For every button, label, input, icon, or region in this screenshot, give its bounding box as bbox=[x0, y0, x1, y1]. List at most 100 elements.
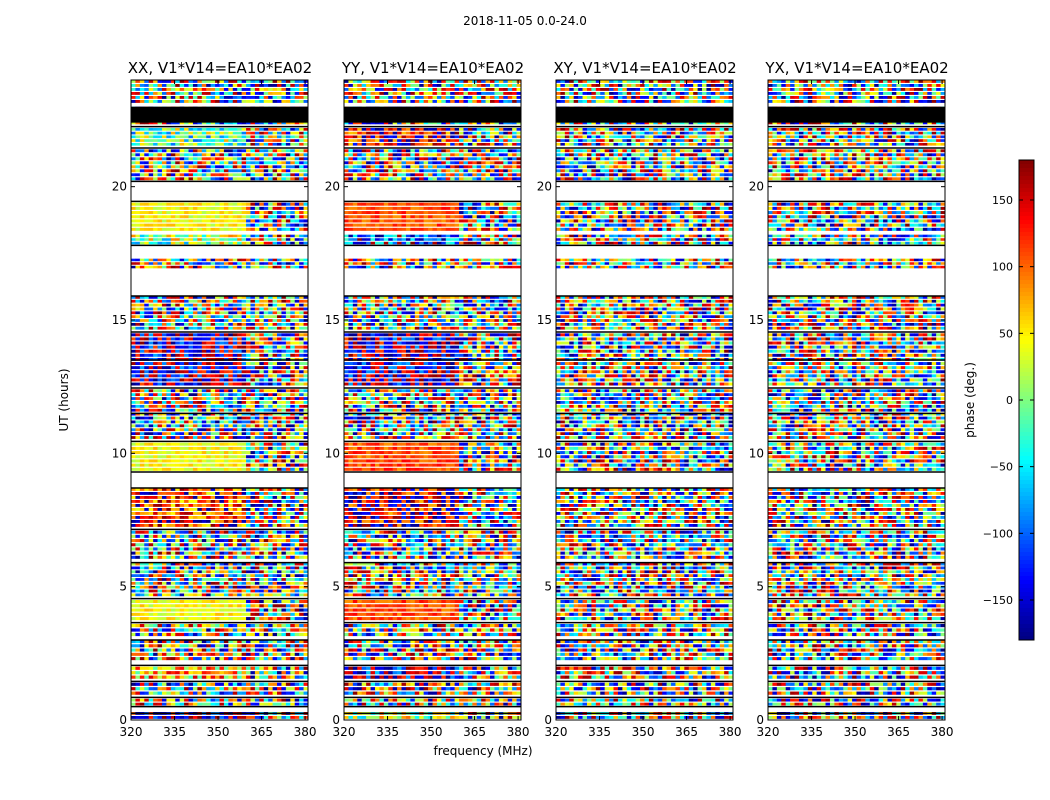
data-block bbox=[131, 442, 308, 471]
colorbar-segment bbox=[1019, 388, 1034, 393]
colorbar-segment bbox=[1019, 412, 1034, 417]
colorbar-segment bbox=[1019, 352, 1034, 357]
data-block bbox=[556, 442, 733, 471]
data-block bbox=[131, 488, 308, 527]
colorbar-segment bbox=[1019, 448, 1034, 453]
colorbar-segment bbox=[1019, 580, 1034, 585]
data-block bbox=[344, 624, 521, 637]
colorbar-segment bbox=[1019, 232, 1034, 237]
y-tick-label: 10 bbox=[325, 446, 340, 460]
data-block bbox=[131, 80, 308, 103]
y-tick-label: 5 bbox=[119, 580, 127, 594]
data-block bbox=[768, 640, 945, 661]
panel-yy: 0 5 10 15 20 320 335 350 365 380 bbox=[325, 79, 530, 739]
colorbar-segment bbox=[1019, 560, 1034, 565]
colorbar-segment bbox=[1019, 484, 1034, 489]
colorbar-segment bbox=[1019, 392, 1034, 397]
colorbar-segment bbox=[1019, 564, 1034, 569]
colorbar-segment bbox=[1019, 540, 1034, 545]
colorbar-segment bbox=[1019, 420, 1034, 425]
colorbar-segment bbox=[1019, 604, 1034, 609]
colorbar-segment bbox=[1019, 256, 1034, 261]
colorbar-segment bbox=[1019, 200, 1034, 205]
colorbar-segment bbox=[1019, 328, 1034, 333]
data-block bbox=[556, 488, 733, 527]
data-block bbox=[344, 530, 521, 559]
colorbar-segment bbox=[1019, 376, 1034, 381]
data-block bbox=[344, 600, 521, 621]
x-tick-label: 380 bbox=[294, 725, 317, 739]
colorbar-segment bbox=[1019, 600, 1034, 605]
data-block bbox=[344, 562, 521, 597]
data-block bbox=[768, 80, 945, 103]
colorbar-segment bbox=[1019, 544, 1034, 549]
panel-title-yy: YY, V1*V14=EA10*EA02 bbox=[342, 59, 524, 77]
colorbar-segment bbox=[1019, 608, 1034, 613]
colorbar-segment bbox=[1019, 364, 1034, 369]
plot-frame bbox=[343, 79, 522, 721]
panel-title-xx: XX, V1*V14=EA10*EA02 bbox=[128, 59, 312, 77]
data-block bbox=[556, 666, 733, 679]
data-block bbox=[131, 296, 308, 330]
data-block bbox=[768, 389, 945, 439]
panel-xx: 0 5 10 15 20 320 335 350 365 380 bbox=[112, 79, 317, 739]
colorbar: 150 100 50 0 −50 −100 −150 bbox=[983, 159, 1035, 641]
colorbar-segment bbox=[1019, 372, 1034, 377]
x-tick-label: 320 bbox=[333, 725, 356, 739]
colorbar-segment bbox=[1019, 416, 1034, 421]
y-tick-label: 20 bbox=[325, 180, 340, 194]
colorbar-segment bbox=[1019, 196, 1034, 201]
colorbar-segment bbox=[1019, 444, 1034, 449]
colorbar-segment bbox=[1019, 500, 1034, 505]
y-tick-label: 0 bbox=[756, 713, 764, 727]
colorbar-segment bbox=[1019, 436, 1034, 441]
colorbar-segment bbox=[1019, 428, 1034, 433]
figure-suptitle: 2018-11-05 0.0-24.0 bbox=[0, 14, 1050, 28]
flagged-band bbox=[556, 106, 733, 123]
data-block bbox=[556, 389, 733, 439]
plot-frame bbox=[555, 79, 734, 721]
colorbar-segment bbox=[1019, 592, 1034, 597]
colorbar-segment bbox=[1019, 252, 1034, 257]
plot-frame bbox=[130, 79, 309, 721]
data-block bbox=[344, 640, 521, 661]
colorbar-segment bbox=[1019, 248, 1034, 253]
y-tick-label: 15 bbox=[325, 313, 340, 327]
phase-image bbox=[344, 80, 521, 719]
data-block bbox=[556, 128, 733, 146]
colorbar-segment bbox=[1019, 292, 1034, 297]
data-block bbox=[344, 128, 521, 146]
colorbar-segment bbox=[1019, 288, 1034, 293]
data-block bbox=[344, 202, 521, 231]
colorbar-tick-label: 100 bbox=[992, 261, 1013, 274]
colorbar-segment bbox=[1019, 588, 1034, 593]
data-block bbox=[556, 698, 733, 706]
x-tick-label: 365 bbox=[250, 725, 273, 739]
colorbar-segment bbox=[1019, 516, 1034, 521]
colorbar-segment bbox=[1019, 492, 1034, 497]
colorbar-segment bbox=[1019, 228, 1034, 233]
colorbar-segment bbox=[1019, 272, 1034, 277]
data-block bbox=[344, 442, 521, 471]
data-block bbox=[768, 149, 945, 181]
data-block bbox=[131, 149, 308, 181]
plot-frame bbox=[767, 79, 946, 721]
colorbar-segment bbox=[1019, 164, 1034, 169]
colorbar-segment bbox=[1019, 296, 1034, 301]
data-block bbox=[768, 234, 945, 245]
colorbar-segment bbox=[1019, 480, 1034, 485]
x-tick-label: 335 bbox=[376, 725, 399, 739]
data-block bbox=[556, 234, 733, 245]
colorbar-segment bbox=[1019, 160, 1034, 165]
colorbar-segment bbox=[1019, 460, 1034, 465]
colorbar-segment bbox=[1019, 488, 1034, 493]
data-block bbox=[344, 666, 521, 679]
data-block bbox=[131, 128, 308, 146]
colorbar-segment bbox=[1019, 624, 1034, 629]
colorbar-segment bbox=[1019, 312, 1034, 317]
data-block bbox=[556, 600, 733, 621]
colorbar-segment bbox=[1019, 472, 1034, 477]
colorbar-segment bbox=[1019, 348, 1034, 353]
data-block bbox=[768, 296, 945, 330]
colorbar-segment bbox=[1019, 536, 1034, 541]
